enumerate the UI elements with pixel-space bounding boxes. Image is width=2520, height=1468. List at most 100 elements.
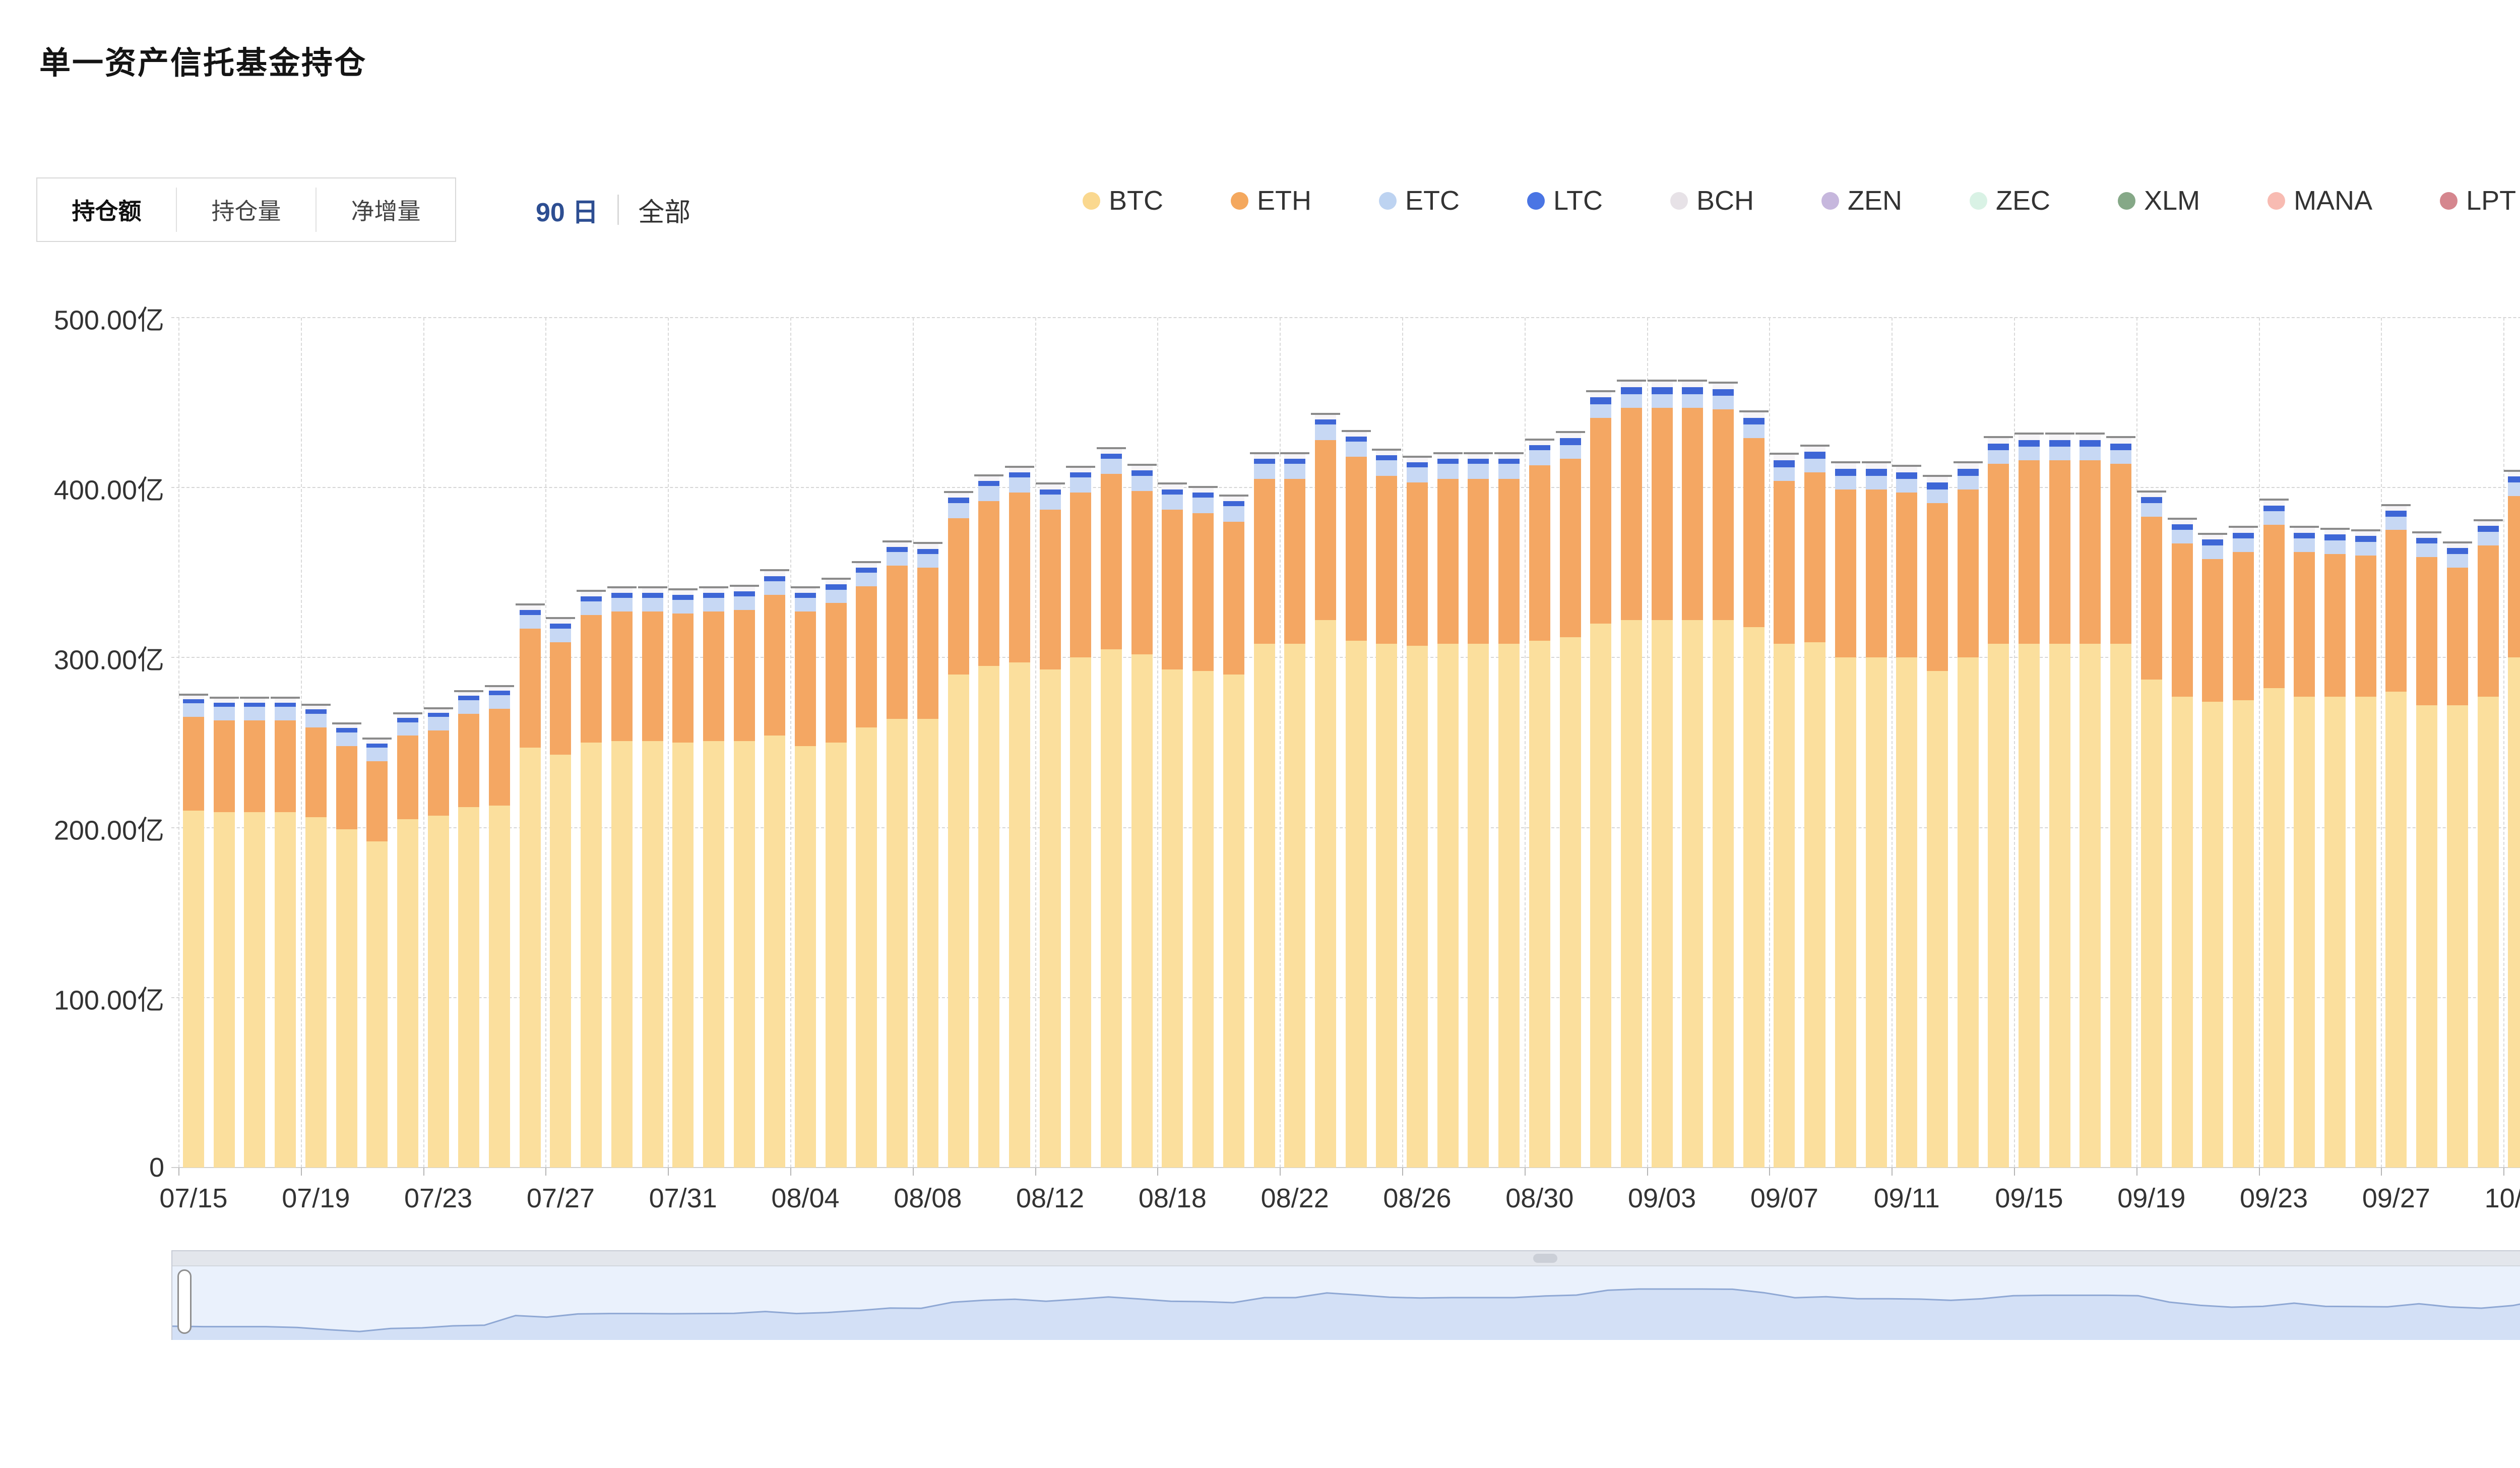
bar[interactable]	[1713, 383, 1734, 1168]
bar[interactable]	[2263, 500, 2285, 1168]
bar[interactable]	[2355, 531, 2376, 1168]
bar[interactable]	[1223, 496, 1244, 1168]
bar[interactable]	[978, 475, 1000, 1168]
tab-holdings-value[interactable]: 持仓额	[72, 198, 142, 224]
legend-item-btc[interactable]: BTC	[1083, 185, 1163, 216]
bar[interactable]	[1682, 381, 1704, 1168]
legend-item-xlm[interactable]: XLM	[2118, 185, 2200, 216]
bar[interactable]	[2294, 527, 2315, 1168]
bar-top-cap	[1158, 482, 1187, 485]
bar[interactable]	[2019, 434, 2040, 1168]
legend-item-zen[interactable]: ZEN	[1821, 185, 1902, 216]
bar[interactable]	[213, 698, 235, 1168]
legend-item-mana[interactable]: MANA	[2267, 185, 2372, 216]
bar[interactable]	[642, 588, 663, 1168]
bar[interactable]	[1529, 440, 1550, 1168]
bar[interactable]	[550, 618, 572, 1168]
range-90d[interactable]: 90 日	[536, 198, 599, 227]
bar[interactable]	[1498, 453, 1520, 1168]
datazoom-move-handle[interactable]	[1533, 1254, 1557, 1263]
bar-segment-btc	[1376, 644, 1398, 1168]
bar[interactable]	[1743, 412, 1765, 1168]
bar[interactable]	[244, 698, 266, 1168]
legend-item-zec[interactable]: ZEC	[1970, 185, 2050, 216]
bar[interactable]	[1162, 484, 1183, 1168]
bar[interactable]	[1835, 463, 1856, 1168]
bar[interactable]	[2110, 437, 2132, 1168]
datazoom-slider[interactable]	[171, 1250, 2520, 1340]
bar[interactable]	[948, 493, 969, 1168]
bar[interactable]	[703, 588, 724, 1168]
range-all[interactable]: 全部	[638, 198, 691, 227]
bar[interactable]	[1559, 432, 1581, 1168]
bar[interactable]	[1437, 453, 1459, 1168]
bar[interactable]	[519, 604, 541, 1168]
bar[interactable]	[336, 723, 357, 1168]
bar[interactable]	[1345, 431, 1367, 1168]
bar[interactable]	[764, 571, 786, 1168]
bar[interactable]	[672, 589, 694, 1168]
bar[interactable]	[489, 686, 510, 1168]
legend-item-eth[interactable]: ETH	[1231, 185, 1311, 216]
bar[interactable]	[2385, 505, 2407, 1168]
bar[interactable]	[1131, 465, 1153, 1168]
bar[interactable]	[1284, 453, 1306, 1168]
bar[interactable]	[2080, 434, 2101, 1168]
bar[interactable]	[1101, 448, 1122, 1168]
bar[interactable]	[917, 543, 938, 1168]
bar[interactable]	[825, 579, 847, 1168]
bar[interactable]	[1926, 476, 1948, 1168]
bar[interactable]	[427, 708, 449, 1168]
bar[interactable]	[1070, 467, 1092, 1168]
bar[interactable]	[1407, 457, 1428, 1168]
bar[interactable]	[275, 698, 296, 1168]
datazoom-left-handle[interactable]	[177, 1269, 192, 1334]
bar[interactable]	[1314, 414, 1336, 1168]
bar[interactable]	[2477, 520, 2499, 1168]
bar[interactable]	[2232, 527, 2254, 1168]
bar[interactable]	[1590, 391, 1612, 1168]
bar[interactable]	[733, 586, 755, 1168]
datazoom-move-strip[interactable]	[172, 1251, 2520, 1266]
bar[interactable]	[1804, 446, 1826, 1168]
bar[interactable]	[2446, 542, 2468, 1168]
bar[interactable]	[856, 562, 877, 1168]
bar[interactable]	[2324, 529, 2346, 1168]
bar[interactable]	[2049, 434, 2070, 1168]
legend-item-etc[interactable]: ETC	[1379, 185, 1460, 216]
bar[interactable]	[1957, 463, 1979, 1168]
tab-net-increase[interactable]: 净增量	[351, 198, 421, 224]
bar[interactable]	[1009, 467, 1030, 1168]
bar[interactable]	[458, 691, 480, 1168]
bar[interactable]	[1039, 484, 1061, 1168]
bar[interactable]	[581, 591, 602, 1168]
tab-holdings-amount[interactable]: 持仓量	[211, 198, 281, 224]
bar[interactable]	[1376, 450, 1398, 1168]
bar-segment-etc	[2019, 447, 2040, 461]
bar[interactable]	[2171, 519, 2193, 1168]
bar[interactable]	[1468, 453, 1489, 1168]
bar[interactable]	[1865, 463, 1887, 1168]
bar[interactable]	[2416, 532, 2438, 1168]
legend-item-lpt[interactable]: LPT	[2440, 185, 2516, 216]
bar[interactable]	[1651, 381, 1673, 1168]
bar[interactable]	[2508, 471, 2520, 1168]
bar[interactable]	[1620, 381, 1642, 1168]
bar[interactable]	[611, 588, 633, 1168]
bar-segment-btc	[1713, 620, 1734, 1168]
bar[interactable]	[397, 713, 418, 1168]
bar[interactable]	[1774, 454, 1795, 1168]
bar[interactable]	[1253, 453, 1275, 1168]
legend-item-bch[interactable]: BCH	[1670, 185, 1754, 216]
bar[interactable]	[887, 542, 908, 1168]
bar[interactable]	[2140, 492, 2162, 1168]
bar[interactable]	[305, 705, 327, 1168]
bar[interactable]	[1988, 437, 2009, 1168]
bar[interactable]	[1896, 466, 1918, 1168]
bar[interactable]	[1192, 487, 1214, 1168]
bar[interactable]	[366, 739, 388, 1168]
bar[interactable]	[2202, 534, 2224, 1168]
legend-item-ltc[interactable]: LTC	[1527, 185, 1603, 216]
bar[interactable]	[795, 588, 816, 1168]
bar[interactable]	[183, 695, 204, 1168]
